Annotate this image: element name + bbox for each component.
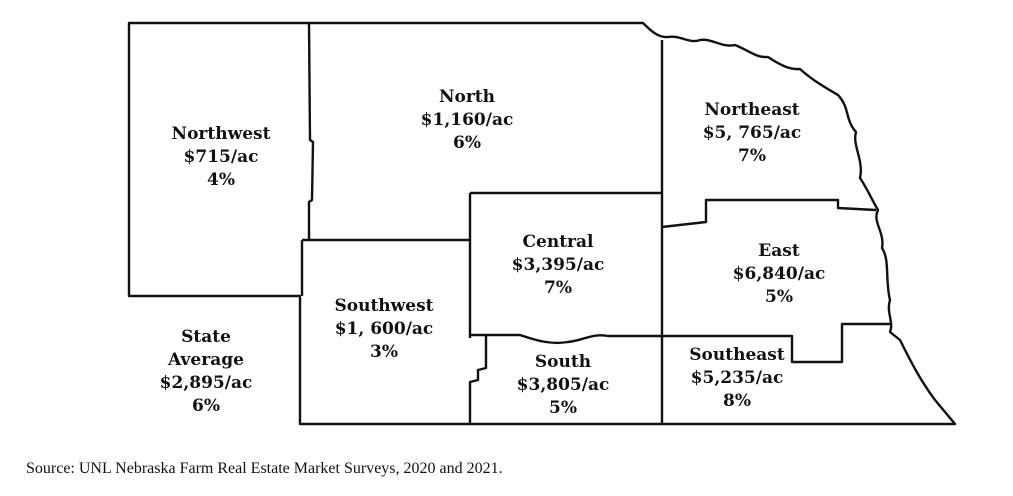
state-average: State Average $2,895/ac 6% [160, 326, 253, 418]
region-north: North $1,160/ac 6% [421, 86, 514, 155]
region-north-name: North [438, 87, 496, 107]
region-southwest-value: $1, 600/ac [334, 319, 434, 339]
boundary-northeast-east [661, 198, 877, 229]
region-northeast-value: $5, 765/ac [702, 123, 802, 143]
region-south-name: South [534, 352, 592, 372]
boundary-central-south [470, 333, 662, 345]
region-southeast-name: Southeast [689, 345, 785, 365]
boundary-northwest-north [307, 22, 315, 240]
region-southeast: Southeast $5,235/ac 8% [689, 344, 784, 413]
region-central-change: 7% [544, 278, 572, 298]
region-central: Central $3,395/ac 7% [512, 231, 605, 300]
state-average-line1: State [181, 327, 231, 347]
boundary-southwest-south [468, 335, 488, 424]
region-southeast-change: 8% [723, 391, 751, 411]
region-south-change: 5% [549, 398, 577, 418]
state-outline [127, 21, 957, 426]
region-southwest: Southwest $1, 600/ac 3% [334, 295, 433, 364]
state-average-value: $2,895/ac [159, 373, 253, 393]
region-southwest-change: 3% [370, 342, 398, 362]
region-north-change: 6% [453, 133, 481, 153]
region-northeast-change: 7% [738, 146, 766, 166]
region-northwest: Northwest $715/ac 4% [172, 123, 271, 192]
region-southeast-value: $5,235/ac [690, 368, 784, 388]
region-northwest-name: Northwest [171, 124, 271, 144]
region-east-name: East [758, 241, 800, 261]
region-northwest-value: $715/ac [183, 147, 259, 167]
region-northwest-change: 4% [207, 170, 235, 190]
boundary-east-southeast [662, 322, 892, 364]
region-central-value: $3,395/ac [511, 255, 605, 275]
region-south-value: $3,805/ac [516, 375, 610, 395]
region-central-name: Central [522, 232, 594, 252]
region-north-value: $1,160/ac [420, 110, 514, 130]
state-average-line2: Average [168, 350, 244, 370]
region-northeast-name: Northeast [704, 100, 800, 120]
region-east-value: $6,840/ac [732, 264, 826, 284]
region-southwest-name: Southwest [334, 296, 434, 316]
region-east-change: 5% [765, 287, 793, 307]
source-note: Source: UNL Nebraska Farm Real Estate Ma… [26, 460, 503, 477]
region-south: South $3,805/ac 5% [517, 351, 610, 420]
region-northeast: Northeast $5, 765/ac 7% [703, 99, 802, 168]
state-average-change: 6% [192, 396, 220, 416]
region-east: East $6,840/ac 5% [733, 240, 826, 309]
